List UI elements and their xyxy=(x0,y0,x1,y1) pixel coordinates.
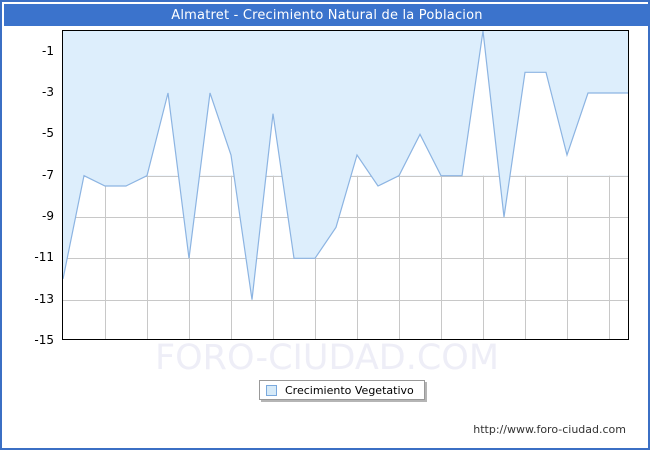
series-line xyxy=(63,31,628,300)
y-tick-label: -1 xyxy=(42,43,54,58)
gridline-vertical xyxy=(441,31,442,339)
gridline-vertical xyxy=(231,31,232,339)
series-crecimiento-vegetativo xyxy=(63,31,628,300)
y-tick-label: -5 xyxy=(42,126,54,141)
plot-box: 1998200020022004200620082010201220142016… xyxy=(62,30,629,340)
gridline-horizontal xyxy=(63,258,628,259)
series-area-mask xyxy=(63,31,628,300)
chart-legend: Crecimiento Vegetativo xyxy=(259,380,425,400)
y-tick-label: -3 xyxy=(42,85,54,99)
y-tick-label: -15 xyxy=(34,333,54,347)
window-title-bar: Almatret - Crecimiento Natural de la Pob… xyxy=(4,4,650,26)
gridline-vertical xyxy=(525,31,526,339)
gridline-vertical xyxy=(357,31,358,339)
y-tick-label: -11 xyxy=(34,250,54,265)
y-tick-label: -13 xyxy=(34,291,54,306)
watermark: FORO-CIUDAD.COM xyxy=(154,338,500,378)
page-title: Almatret - Crecimiento Natural de la Pob… xyxy=(171,7,483,23)
y-tick-label: -9 xyxy=(42,209,54,223)
series-area-fill xyxy=(63,31,628,300)
gridline-vertical xyxy=(399,31,400,339)
gridline-vertical xyxy=(483,31,484,339)
gridline-vertical xyxy=(273,31,274,339)
gridline-vertical xyxy=(147,31,148,339)
legend-label: Crecimiento Vegetativo xyxy=(285,383,414,397)
gridline-vertical xyxy=(609,31,610,339)
y-axis-labels: -1 -3 -5 -7 -9 -11 -13 -15 xyxy=(2,30,60,347)
plot-area: 1998200020022004200620082010201220142016… xyxy=(62,30,629,340)
gridline-vertical xyxy=(567,31,568,339)
source-url: http://www.foro-ciudad.com xyxy=(473,423,626,436)
y-tick-label: -7 xyxy=(42,167,54,182)
gridline-horizontal xyxy=(63,217,628,218)
legend-swatch-icon xyxy=(266,384,277,396)
gridline-horizontal xyxy=(63,300,628,301)
